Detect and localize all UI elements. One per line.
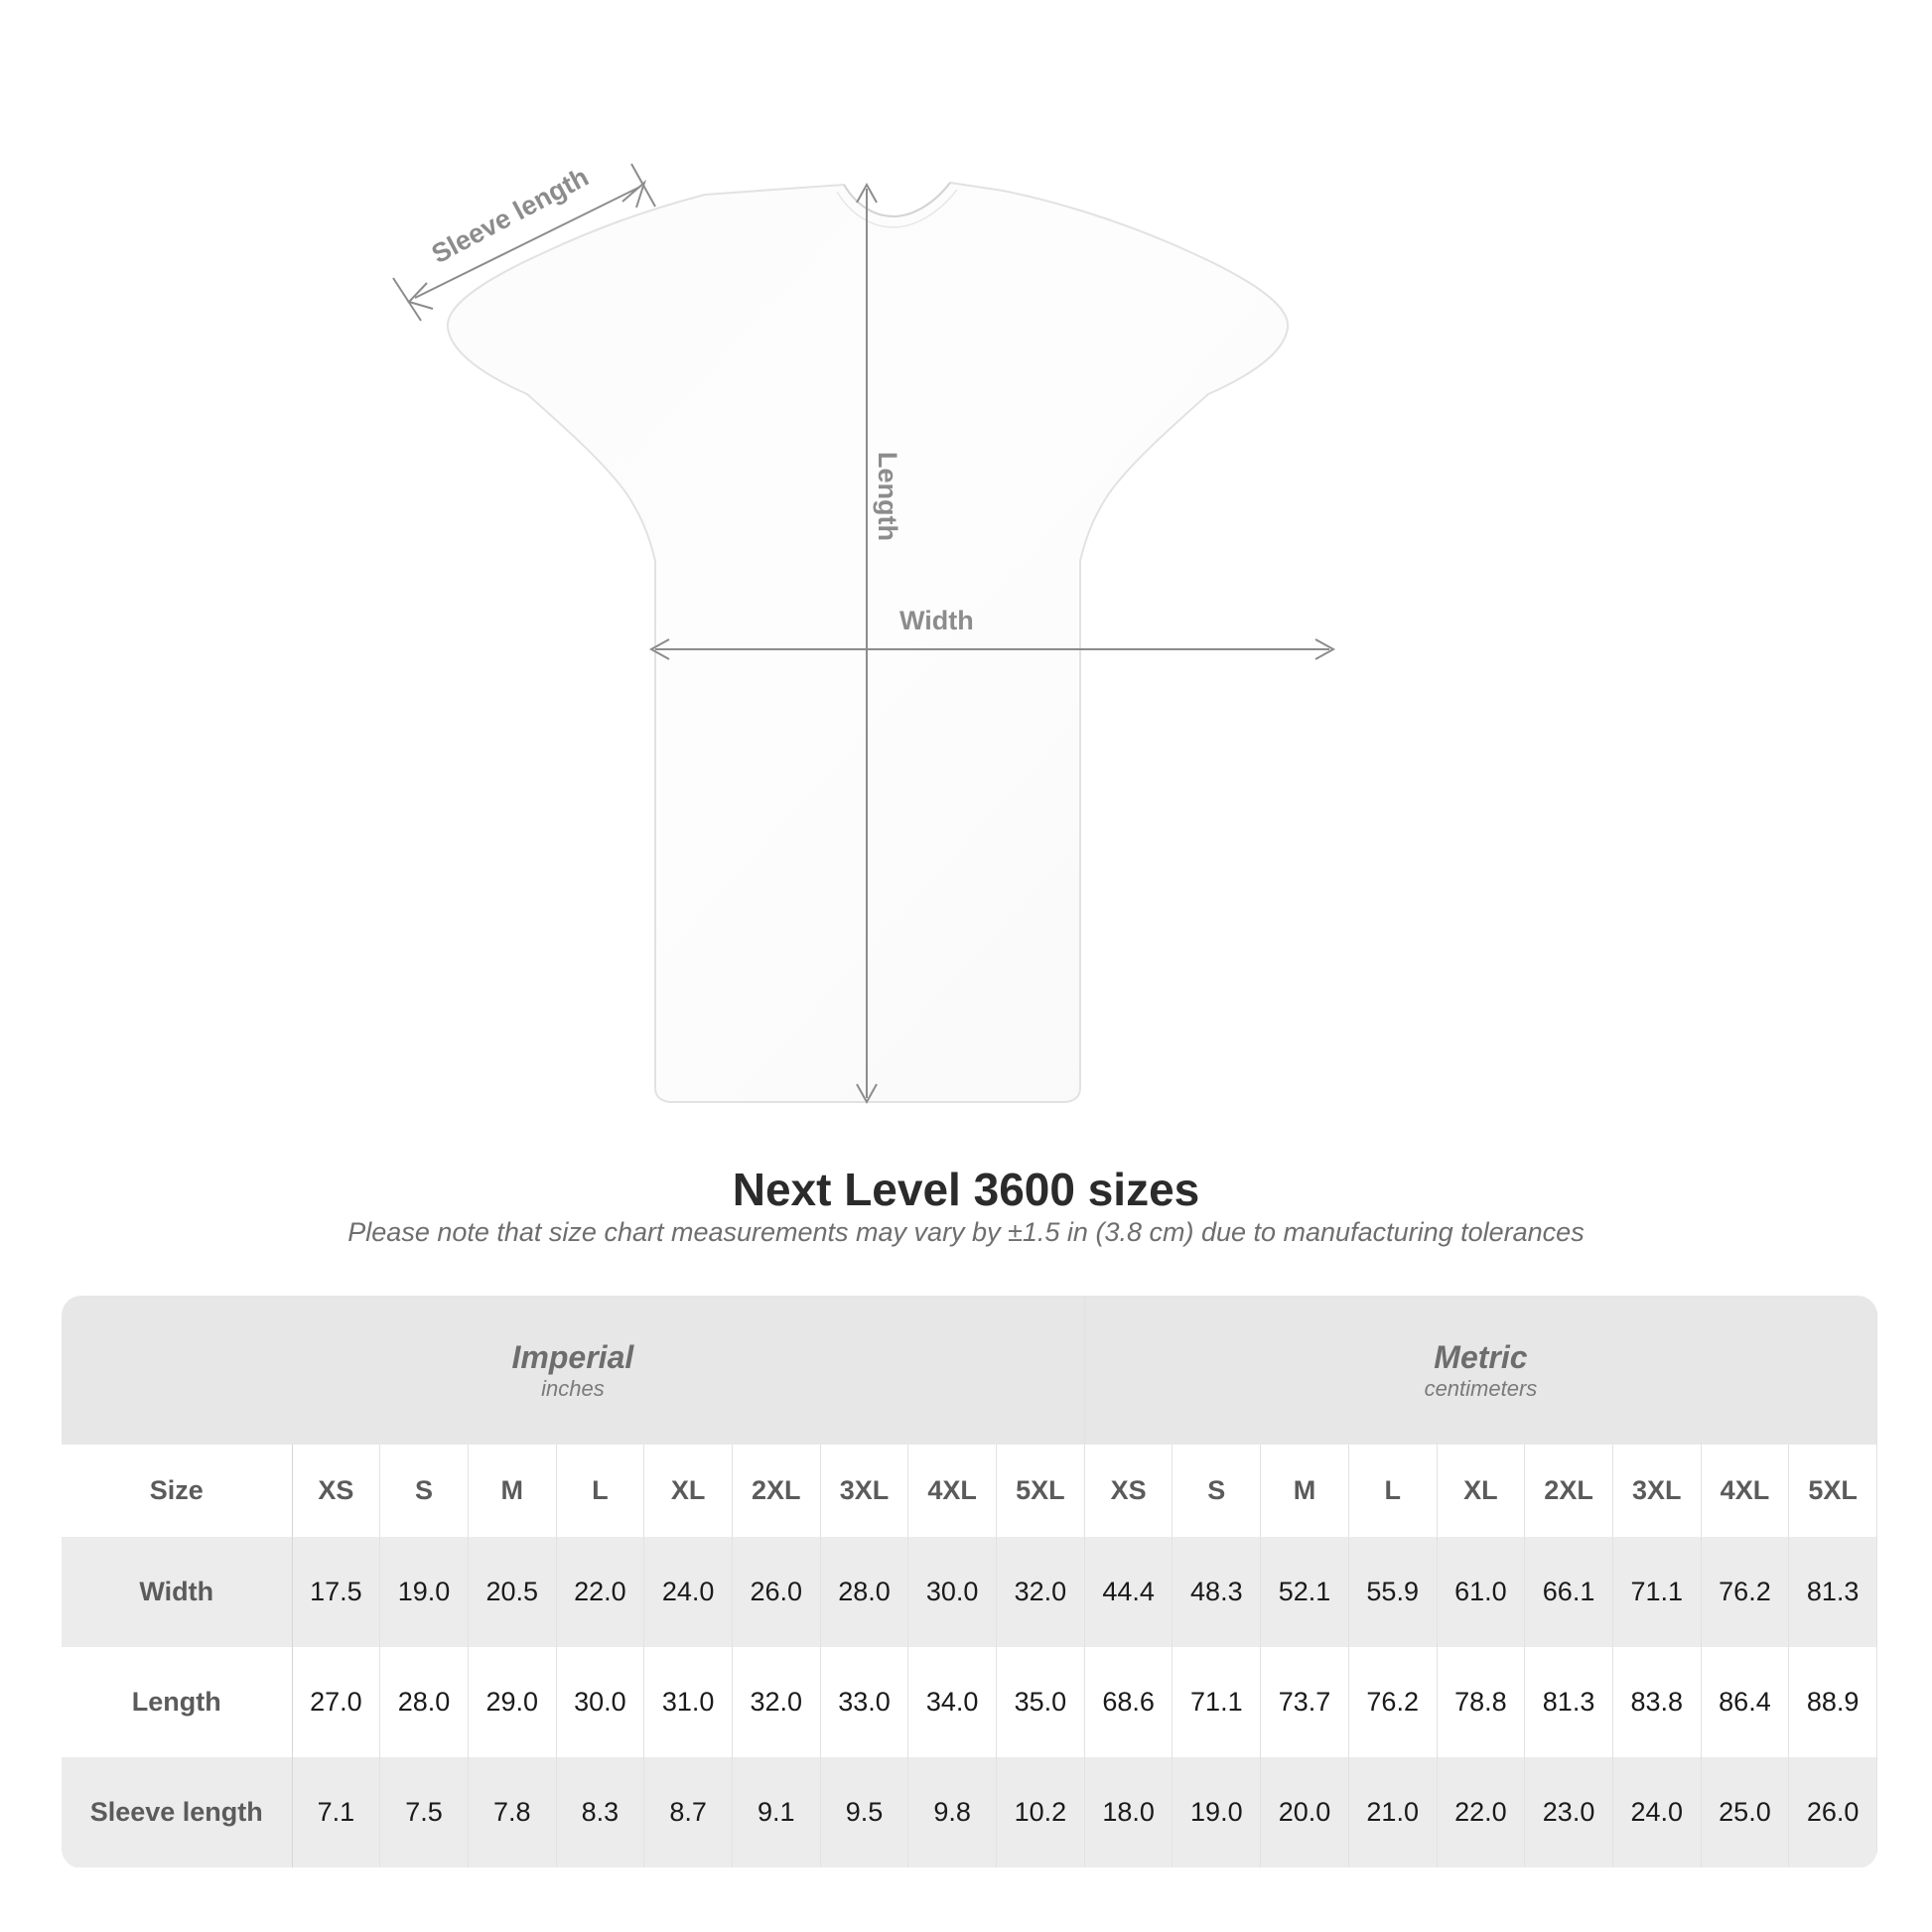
svg-text:Width: Width — [899, 606, 974, 635]
svg-text:Length: Length — [873, 452, 902, 541]
